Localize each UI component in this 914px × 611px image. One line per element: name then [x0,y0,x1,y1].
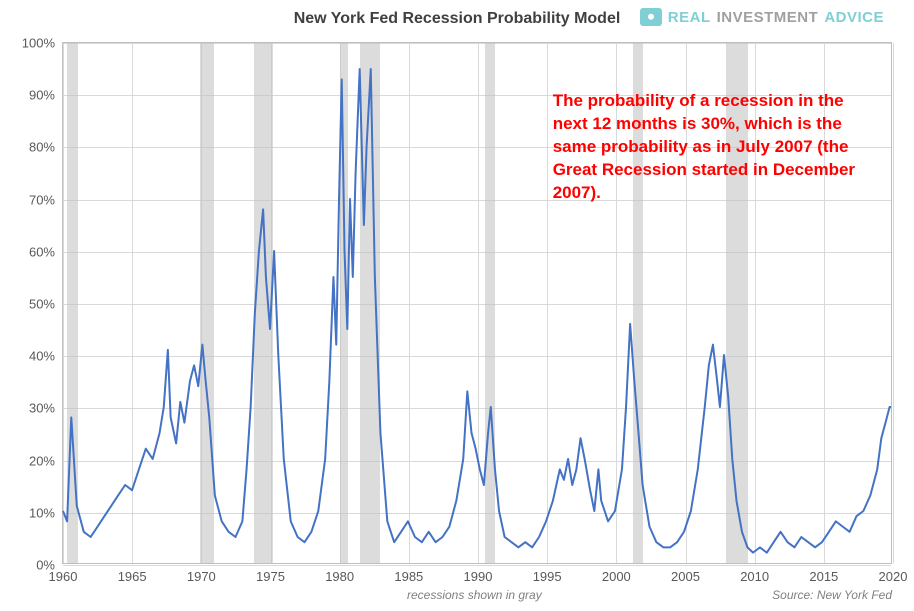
x-axis-label: 2000 [602,563,631,584]
plot-area: 0%10%20%30%40%50%60%70%80%90%100%1960196… [62,42,892,564]
logo-word-1: REAL [668,9,711,26]
y-axis-label: 60% [29,244,63,259]
recessions-caption: recessions shown in gray [407,588,542,602]
annotation-text: The probability of a recession in the ne… [553,90,860,205]
x-axis-label: 1975 [256,563,285,584]
logo-word-2: INVESTMENT [717,9,819,26]
x-axis-label: 1965 [118,563,147,584]
chat-bubble-icon [640,8,662,26]
x-axis-label: 1995 [533,563,562,584]
chart-container: New York Fed Recession Probability Model… [0,0,914,611]
source-label: Source: New York Fed [772,588,892,602]
y-axis-label: 70% [29,192,63,207]
y-axis-label: 20% [29,453,63,468]
y-axis-label: 30% [29,401,63,416]
x-axis-label: 2010 [740,563,769,584]
x-axis-label: 2015 [809,563,838,584]
x-axis-label: 2020 [879,563,908,584]
x-axis-label: 1970 [187,563,216,584]
y-axis-label: 40% [29,349,63,364]
x-axis-label: 1980 [325,563,354,584]
logo-word-3: ADVICE [824,9,884,26]
x-axis-label: 1990 [464,563,493,584]
x-axis-label: 1985 [394,563,423,584]
gridline-v [893,43,894,563]
y-axis-label: 10% [29,505,63,520]
brand-logo: REAL INVESTMENT ADVICE [640,8,884,26]
y-axis-label: 100% [22,36,63,51]
y-axis-label: 50% [29,297,63,312]
x-axis-label: 2005 [671,563,700,584]
y-axis-label: 80% [29,140,63,155]
x-axis-label: 1960 [49,563,78,584]
y-axis-label: 90% [29,88,63,103]
